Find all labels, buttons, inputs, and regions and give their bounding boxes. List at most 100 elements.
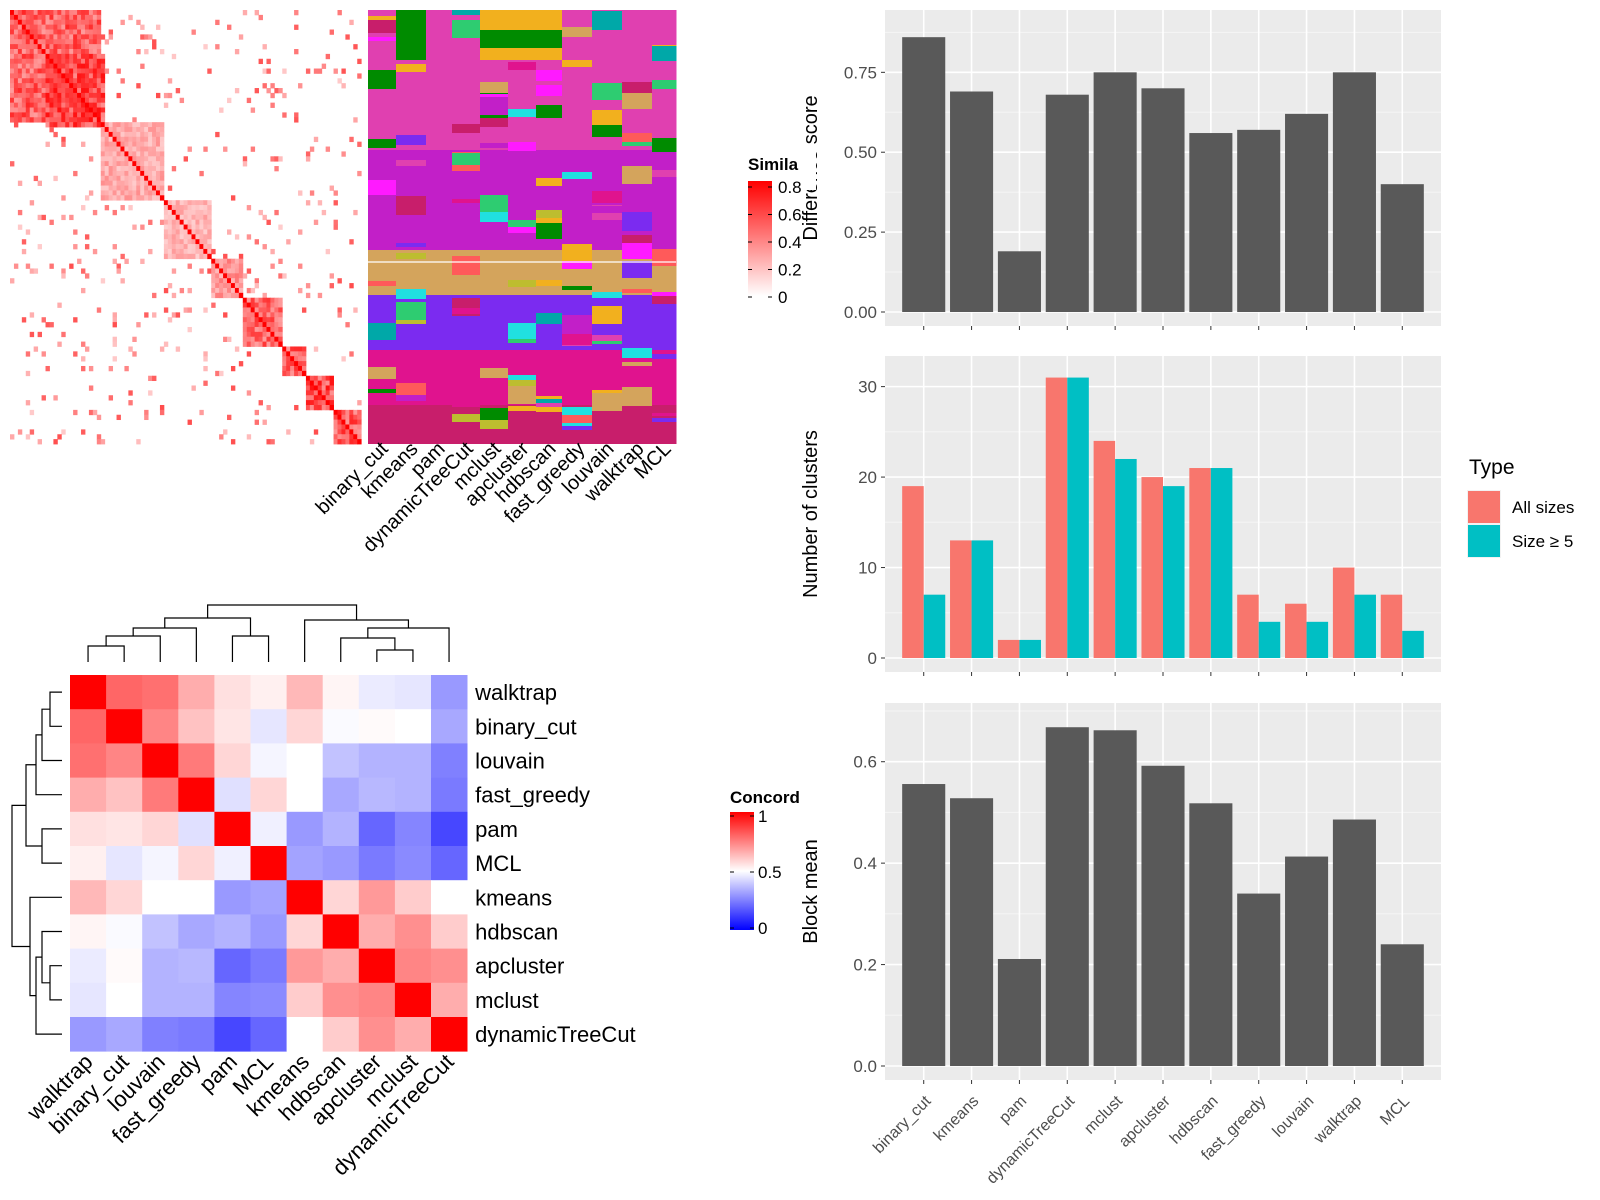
similarity-cell [77, 29, 82, 35]
similarity-cell [104, 151, 110, 157]
annotation-band [562, 150, 593, 250]
similarity-cell [140, 127, 145, 133]
similarity-cell [132, 122, 137, 128]
concordance-cell [214, 1017, 251, 1052]
similarity-cell [227, 283, 232, 289]
similarity-cell [49, 112, 54, 118]
similarity-cell [25, 107, 31, 113]
similarity-cell [128, 205, 133, 211]
annotation-band [622, 405, 653, 444]
similarity-cell [25, 73, 31, 79]
similarity-cell [65, 107, 70, 113]
similarity-cell [73, 78, 78, 84]
similarity-cell [305, 404, 311, 411]
similarity-cell [21, 248, 27, 255]
annotation-stripe [622, 348, 653, 358]
similarity-cell [179, 205, 185, 211]
similarity-cell [84, 346, 90, 352]
similarity-cell [25, 434, 31, 440]
similarity-cell [152, 136, 157, 143]
annotation-stripe [622, 387, 653, 406]
similarity-cell [84, 14, 90, 21]
annotation-stripe [652, 296, 677, 304]
similarity-cell [25, 49, 31, 55]
similarity-cell [301, 351, 307, 357]
bar [971, 540, 994, 658]
similarity-cell [61, 88, 66, 94]
similarity-cell [152, 151, 157, 157]
similarity-cell [84, 73, 90, 79]
similarity-cell [17, 83, 23, 89]
similarity-cell [227, 292, 232, 299]
similarity-cell [254, 341, 260, 347]
similarity-cell [270, 439, 275, 445]
similarity-cell [313, 395, 319, 401]
similarity-cell [187, 244, 192, 250]
cluster-assignment-annotation [368, 10, 677, 444]
similarity-cell [69, 53, 74, 60]
similarity-cell [227, 229, 232, 235]
similarity-cell [144, 185, 149, 191]
annotation-stripe [452, 308, 481, 314]
similarity-cell [116, 180, 121, 186]
similarity-cell [357, 424, 362, 430]
similarity-cell [100, 127, 106, 133]
similarity-cell [69, 24, 74, 30]
similarity-cell [282, 370, 287, 377]
similarity-cell [195, 239, 200, 245]
bar [997, 639, 1020, 658]
similarity-cell [298, 365, 303, 372]
similarity-cell [211, 292, 216, 299]
similarity-cell [84, 117, 90, 123]
similarity-cell [96, 88, 102, 94]
similarity-cell [81, 429, 86, 435]
similarity-cell [246, 351, 252, 357]
concordance-row-labels: walktrapbinary_cutlouvainfast_greedypamM… [474, 680, 636, 1047]
annotation-band [480, 295, 509, 350]
similarity-cell [10, 39, 15, 45]
similarity-cell [116, 414, 121, 421]
annotation-stripe [622, 261, 653, 276]
similarity-cell [270, 297, 275, 303]
similarity-cell [96, 19, 102, 26]
concordance-cell [70, 709, 107, 744]
similarity-cell [321, 395, 327, 401]
similarity-cell [45, 322, 50, 328]
similarity-cell [203, 209, 208, 216]
y-tick-label: 0.25 [844, 223, 877, 242]
similarity-cell [104, 175, 110, 182]
similarity-cell [69, 10, 74, 16]
similarity-cell [73, 39, 78, 45]
concordance-cell [286, 880, 324, 915]
similarity-cell [29, 14, 35, 21]
similarity-cell [128, 136, 133, 143]
annotation-stripe [452, 414, 481, 422]
similarity-cell [132, 127, 137, 133]
similarity-cell [92, 10, 98, 16]
similarity-cell [238, 268, 244, 274]
y-tick-label: 0.4 [853, 854, 877, 873]
similarity-cell [77, 19, 82, 26]
bar [1332, 819, 1376, 1066]
similarity-cell [128, 170, 133, 177]
similarity-cell [45, 92, 50, 99]
similarity-cell [321, 209, 327, 216]
similarity-cell [53, 49, 58, 55]
similarity-cell [128, 390, 133, 396]
concordance-cell [394, 743, 432, 778]
similarity-cell [84, 68, 90, 74]
similarity-cell [100, 73, 106, 79]
similarity-cell [88, 73, 94, 79]
similarity-cell [148, 141, 153, 147]
similarity-cell [61, 122, 66, 128]
concordance-cell [394, 675, 432, 710]
y-tick-label: 0.00 [844, 303, 877, 322]
similarity-cell [140, 141, 145, 147]
similarity-cell [163, 209, 169, 216]
annotation-band [508, 405, 537, 444]
similarity-cell [65, 92, 70, 99]
similarity-cell [120, 170, 125, 177]
similarity-cell [159, 122, 165, 128]
similarity-cell [37, 88, 42, 94]
similarity-cell [171, 292, 177, 299]
